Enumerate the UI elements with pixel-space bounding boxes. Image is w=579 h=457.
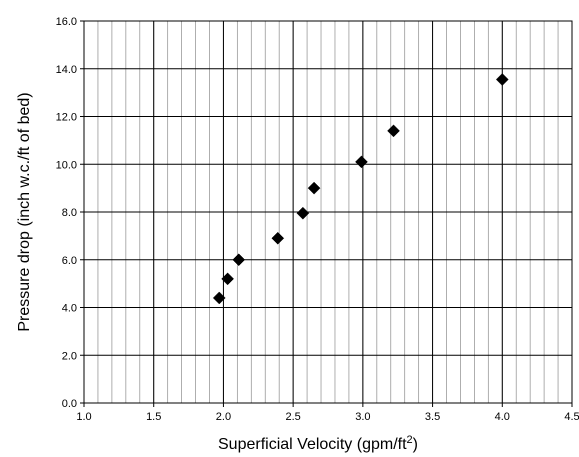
data-point: [495, 73, 509, 86]
data-point: [221, 272, 234, 286]
y-tick-label: 4.0: [62, 303, 77, 315]
data-point: [387, 124, 400, 138]
y-axis-ticks: 0.0 2.0 4.0 6.0 8.0 10.0 12.0 14.0 16.0: [56, 16, 84, 410]
x-axis-label-text: Superficial Velocity (gpm/ft: [218, 436, 407, 453]
y-tick-label: 2.0: [62, 350, 77, 362]
data-point: [296, 206, 310, 220]
x-tick-label: 4.0: [495, 411, 510, 423]
x-tick-label: 2.5: [285, 411, 300, 423]
y-axis-label: Pressure drop (inch w.c./ft of bed): [16, 92, 33, 331]
x-tick-label: 3.5: [425, 411, 440, 423]
y-tick-label: 10.0: [56, 159, 77, 171]
y-tick-label: 0.0: [62, 398, 77, 410]
data-points: [212, 73, 509, 305]
y-tick-label: 6.0: [62, 255, 77, 267]
data-point: [271, 231, 285, 245]
x-tick-label: 4.5: [564, 411, 579, 423]
data-point: [232, 253, 246, 267]
x-axis-label: Superficial Velocity (gpm/ft2): [218, 434, 418, 453]
x-tick-label: 3.0: [355, 411, 370, 423]
data-point: [355, 155, 368, 169]
x-tick-label: 2.0: [216, 411, 231, 423]
x-axis-label-suffix: ): [413, 436, 418, 453]
x-tick-label: 1.0: [76, 411, 91, 423]
y-tick-label: 12.0: [56, 112, 77, 124]
y-tick-label: 16.0: [56, 16, 77, 28]
y-tick-label: 8.0: [62, 207, 77, 219]
x-axis-label-superscript: 2: [407, 434, 413, 446]
y-tick-label: 14.0: [56, 64, 77, 76]
x-tick-label: 1.5: [146, 411, 161, 423]
data-point: [307, 181, 321, 195]
data-point: [212, 291, 226, 305]
x-axis-ticks: 1.0 1.5 2.0 2.5 3.0 3.5 4.0 4.5: [76, 403, 579, 423]
